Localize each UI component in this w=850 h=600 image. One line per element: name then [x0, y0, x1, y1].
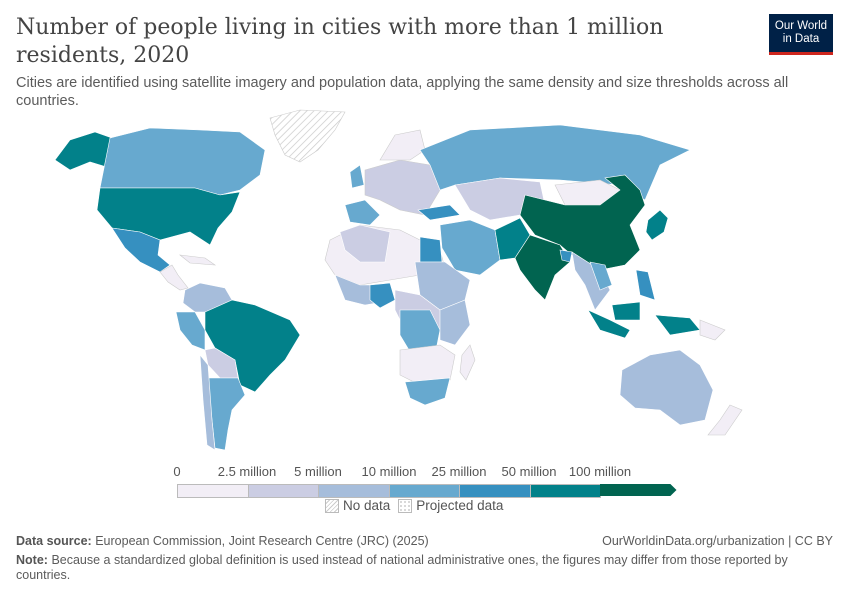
- region-nigeria[interactable]: [369, 282, 396, 309]
- legend: 0 2.5 million 5 million 10 million 25 mi…: [173, 464, 677, 524]
- region-australia[interactable]: [619, 349, 714, 426]
- no-data-legend[interactable]: No data: [325, 498, 391, 514]
- legend-tick: 50 million: [501, 464, 557, 479]
- source-label: Data source:: [16, 534, 92, 548]
- legend-tick: 2.5 million: [217, 464, 277, 479]
- legend-tick: 10 million: [361, 464, 417, 479]
- logo-text: Our World in Data: [774, 20, 828, 45]
- legend-bin[interactable]: [247, 484, 319, 498]
- region-angola-south[interactable]: [399, 344, 456, 386]
- projected-legend[interactable]: Projected data: [398, 498, 504, 514]
- region-mexico[interactable]: [111, 227, 171, 273]
- no-data-label: No data: [343, 498, 391, 513]
- legend-tick: 100 million: [568, 464, 632, 479]
- note-label: Note:: [16, 553, 48, 567]
- region-vietnam-thailand[interactable]: [589, 261, 613, 291]
- legend-bin[interactable]: [529, 484, 601, 498]
- region-scandinavia[interactable]: [379, 129, 426, 161]
- projected-label: Projected data: [416, 498, 504, 513]
- world-map[interactable]: [0, 108, 850, 458]
- region-canada[interactable]: [99, 127, 266, 196]
- region-india[interactable]: [514, 234, 571, 301]
- note-text: Because a standardized global definition…: [16, 553, 788, 582]
- region-peru-ecuador[interactable]: [175, 311, 206, 351]
- region-uk[interactable]: [349, 164, 365, 189]
- region-egypt[interactable]: [419, 236, 443, 263]
- region-east-africa[interactable]: [439, 299, 471, 346]
- region-greenland[interactable]: [269, 109, 346, 163]
- legend-bin[interactable]: [177, 484, 249, 498]
- note: Note: Because a standardized global defi…: [16, 553, 816, 583]
- region-europe-central[interactable]: [364, 159, 441, 216]
- legend-bin[interactable]: [600, 484, 677, 496]
- region-indonesia[interactable]: [587, 301, 701, 339]
- legend-tick: 0: [173, 464, 181, 479]
- region-madagascar[interactable]: [459, 344, 476, 381]
- region-chile[interactable]: [199, 354, 216, 451]
- legend-bin[interactable]: [388, 484, 460, 498]
- owid-logo[interactable]: Our World in Data: [769, 14, 833, 55]
- url-license[interactable]: OurWorldinData.org/urbanization | CC BY: [602, 534, 833, 548]
- region-south-africa[interactable]: [404, 377, 451, 406]
- legend-tick: 25 million: [431, 464, 487, 479]
- legend-tick: 5 million: [294, 464, 342, 479]
- legend-bin[interactable]: [459, 484, 531, 498]
- region-caribbean[interactable]: [178, 254, 217, 266]
- data-source: Data source: European Commission, Joint …: [16, 534, 429, 548]
- region-algeria-morocco[interactable]: [339, 224, 391, 263]
- legend-bin[interactable]: [318, 484, 390, 498]
- region-middle-east[interactable]: [439, 219, 501, 276]
- dotted-swatch-icon: [398, 499, 413, 514]
- region-new-zealand[interactable]: [707, 404, 743, 436]
- region-europe-west[interactable]: [344, 199, 381, 226]
- legend-extra: No data Projected data: [325, 498, 504, 514]
- region-turkey[interactable]: [417, 204, 461, 221]
- region-korea-japan[interactable]: [645, 209, 669, 241]
- region-philippines[interactable]: [635, 269, 656, 301]
- region-china[interactable]: [519, 174, 646, 271]
- region-central-america[interactable]: [159, 264, 189, 291]
- region-alaska[interactable]: [54, 131, 113, 171]
- region-bangladesh[interactable]: [559, 249, 573, 263]
- hatch-swatch-icon: [325, 499, 339, 514]
- region-papua[interactable]: [699, 319, 726, 341]
- chart-subtitle: Cities are identified using satellite im…: [16, 75, 789, 109]
- source-text[interactable]: European Commission, Joint Research Cent…: [95, 534, 429, 548]
- chart-title: Number of people living in cities with m…: [16, 15, 664, 68]
